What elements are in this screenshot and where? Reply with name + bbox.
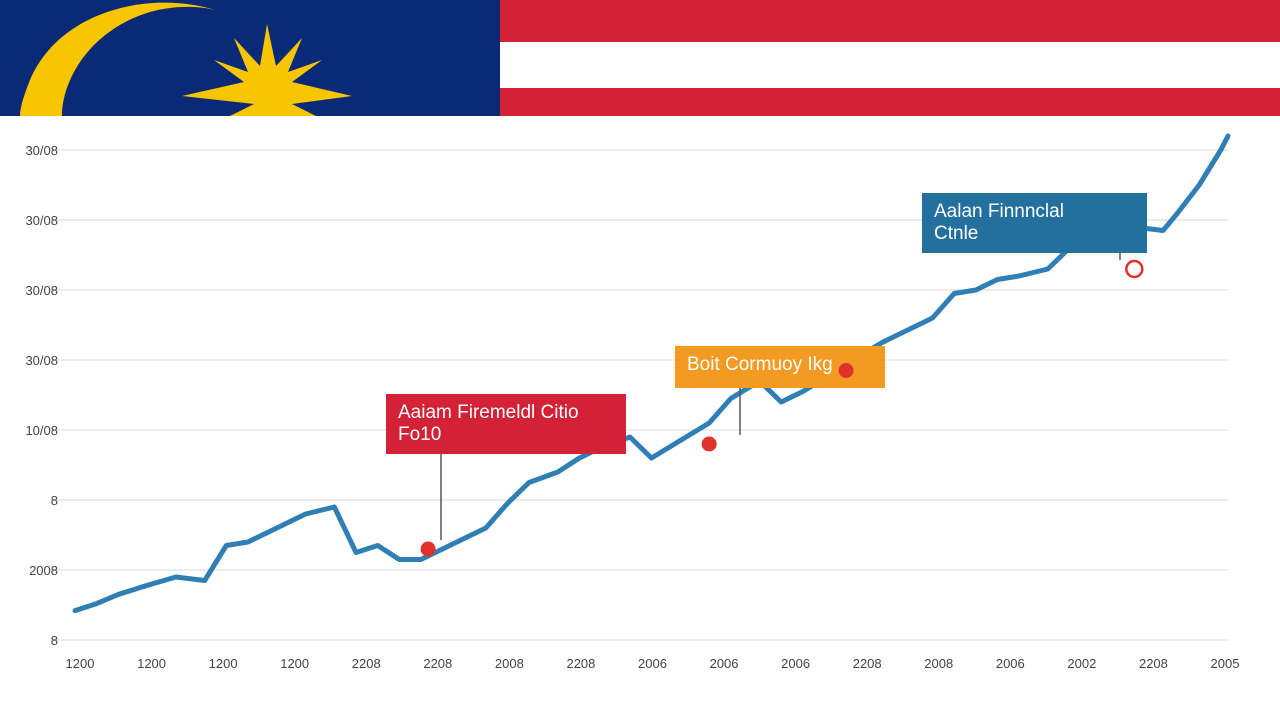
x-axis-ticks: 1200 1200 1200 1200 2208 2208 2008 2208 2006 2006…	[66, 656, 1240, 671]
data-marker-hollow	[1125, 259, 1144, 279]
malaysia-flag-banner	[0, 0, 1280, 116]
x-tick-label: 2005	[1211, 656, 1240, 671]
x-tick-label: 2208	[352, 656, 381, 671]
callout-box	[922, 193, 1147, 253]
x-tick-label: 2208	[423, 656, 452, 671]
x-tick-label: 1200	[280, 656, 309, 671]
callout-label: Ctnle	[934, 223, 978, 244]
flag-stripe-red-top	[500, 0, 1280, 42]
flag-stripe-red-bottom	[500, 88, 1280, 116]
y-tick-label: 30/08	[25, 283, 58, 298]
x-tick-label: 2006	[781, 656, 810, 671]
data-markers	[420, 259, 1144, 557]
callout-label: Fo10	[398, 424, 441, 445]
x-tick-label: 2006	[710, 656, 739, 671]
y-tick-label: 8	[51, 633, 58, 648]
y-axis-ticks: 8 2008 8 10/08 30/08 30/08 30/08 30/08	[25, 143, 58, 648]
y-tick-label: 30/08	[25, 143, 58, 158]
x-tick-label: 2208	[566, 656, 595, 671]
x-tick-label: 1200	[66, 656, 95, 671]
x-tick-label: 2008	[495, 656, 524, 671]
x-tick-label: 2208	[853, 656, 882, 671]
data-marker	[838, 363, 854, 378]
x-tick-label: 2006	[996, 656, 1025, 671]
data-marker	[420, 541, 436, 557]
callout-label: Aaiam Firemeldl Citio	[398, 402, 579, 423]
x-tick-label: 2002	[1067, 656, 1096, 671]
x-tick-label: 2008	[924, 656, 953, 671]
callout-label: Boit Cormuoy Ikg	[687, 354, 833, 375]
x-tick-label: 2006	[638, 656, 667, 671]
x-tick-label: 1200	[137, 656, 166, 671]
crescent-icon	[20, 2, 215, 116]
y-tick-label: 10/08	[25, 423, 58, 438]
y-tick-label: 2008	[29, 563, 58, 578]
flag-stripe-white	[500, 42, 1280, 88]
y-tick-label: 30/08	[25, 353, 58, 368]
x-tick-label: 1200	[209, 656, 238, 671]
star-icon	[182, 24, 352, 116]
x-tick-label: 2208	[1139, 656, 1168, 671]
callout-box	[386, 394, 626, 454]
y-tick-label: 30/08	[25, 213, 58, 228]
y-tick-label: 8	[51, 493, 58, 508]
callout-label: Aalan Finnnclal	[934, 201, 1064, 222]
grid-lines	[50, 149, 1228, 641]
data-marker	[701, 436, 717, 452]
